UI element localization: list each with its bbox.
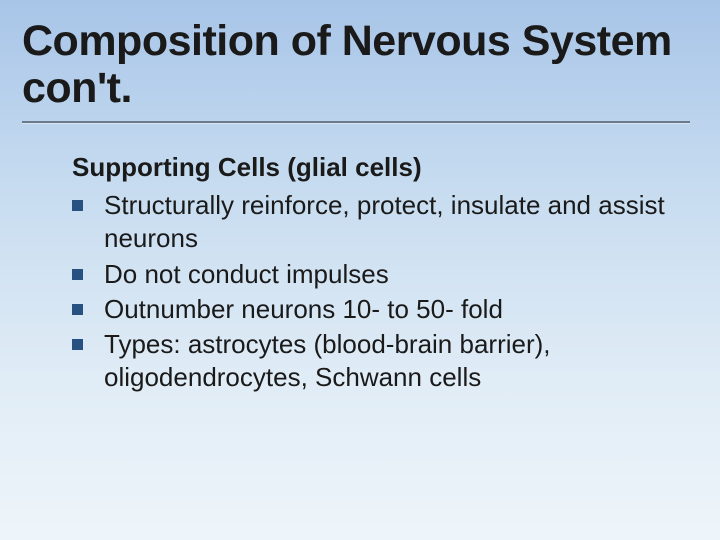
bullet-list: Structurally reinforce, protect, insulat…: [72, 189, 670, 395]
list-item: Types: astrocytes (blood-brain barrier),…: [72, 328, 670, 395]
square-bullet-icon: [72, 200, 83, 211]
bullet-text: Outnumber neurons 10- to 50- fold: [104, 294, 503, 324]
list-item: Do not conduct impulses: [72, 258, 670, 291]
content-subheading: Supporting Cells (glial cells): [72, 151, 670, 184]
list-item: Outnumber neurons 10- to 50- fold: [72, 293, 670, 326]
bullet-text: Do not conduct impulses: [104, 259, 389, 289]
bullet-text: Structurally reinforce, protect, insulat…: [104, 190, 665, 253]
bullet-text: Types: astrocytes (blood-brain barrier),…: [104, 329, 551, 392]
square-bullet-icon: [72, 269, 83, 280]
list-item: Structurally reinforce, protect, insulat…: [72, 189, 670, 256]
content-area: Supporting Cells (glial cells) Structura…: [0, 123, 720, 395]
slide-title: Composition of Nervous System con't.: [0, 0, 720, 121]
square-bullet-icon: [72, 339, 83, 350]
square-bullet-icon: [72, 304, 83, 315]
